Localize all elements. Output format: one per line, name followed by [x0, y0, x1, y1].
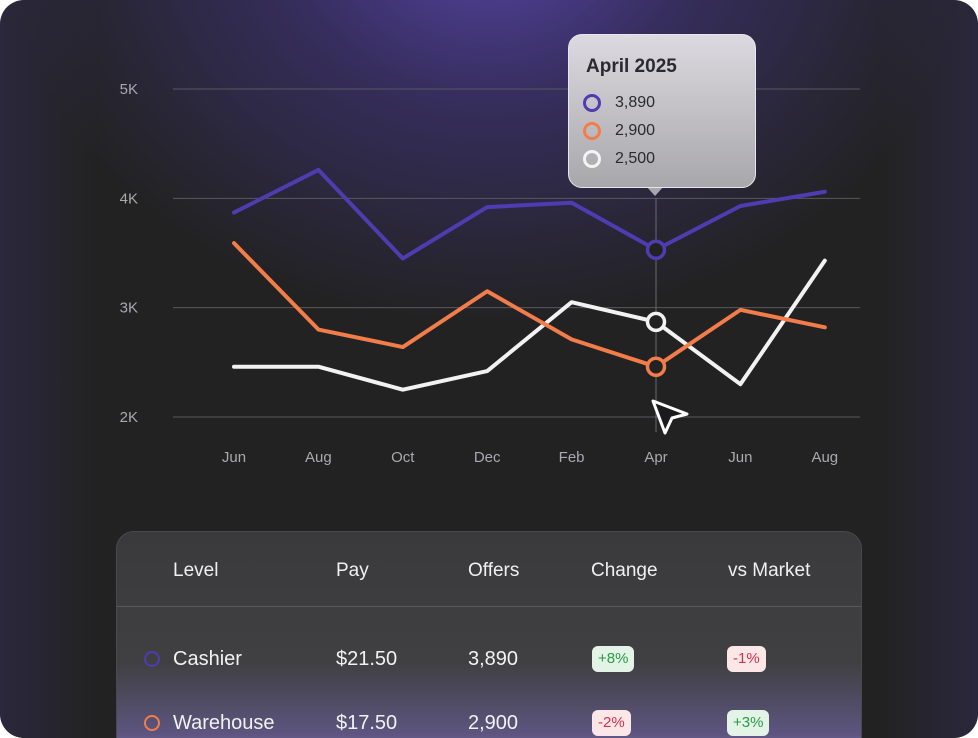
- highlight-point: [645, 356, 667, 377]
- change-badge: -2%: [592, 710, 631, 736]
- y-tick-label: 5K: [120, 81, 138, 98]
- x-tick-label: Oct: [391, 449, 415, 466]
- x-tick-label: Aug: [305, 449, 332, 466]
- column-header-pay[interactable]: Pay: [336, 560, 369, 581]
- tooltip-title: April 2025: [586, 56, 677, 77]
- tooltip-row-warehouse: 2,900: [583, 120, 655, 142]
- tooltip-pointer: [646, 186, 664, 196]
- x-tick-label: Aug: [811, 449, 838, 466]
- column-header-change[interactable]: Change: [591, 560, 658, 581]
- series-line-cashier: [232, 167, 827, 261]
- header-divider: [117, 606, 861, 607]
- mouse-pointer-icon: [651, 399, 689, 435]
- y-tick-label: 2K: [120, 409, 138, 426]
- x-tick-label: Feb: [559, 449, 585, 466]
- column-header-level[interactable]: Level: [173, 560, 219, 581]
- offers-cell: 2,900: [468, 712, 519, 734]
- chart-tooltip: April 2025 3,890 2,900 2,500: [568, 34, 756, 188]
- tooltip-row-cashier: 3,890: [583, 92, 655, 114]
- level-cell: Cashier: [173, 648, 242, 670]
- x-tick-label: Dec: [474, 449, 501, 466]
- x-tick-label: Jun: [728, 449, 752, 466]
- y-tick-label: 3K: [120, 300, 138, 317]
- column-header-vs-market[interactable]: vs Market: [728, 560, 811, 581]
- pay-cell: $21.50: [336, 648, 398, 670]
- series-marker-icon: [144, 651, 160, 667]
- line-chart[interactable]: 2K 3K 4K 5K Jun Aug Oct Dec Feb Apr Jun Aug: [0, 0, 978, 520]
- x-tick-label: Apr: [644, 449, 667, 466]
- level-cell: Warehouse: [173, 712, 275, 734]
- market-badge: +3%: [727, 710, 770, 736]
- x-tick-label: Jun: [222, 449, 246, 466]
- series-marker-icon: [144, 715, 160, 731]
- series-marker-icon: [583, 94, 601, 112]
- salary-table: Level Pay Offers Change vs Market Cashie…: [116, 531, 862, 738]
- offers-cell: 3,890: [468, 648, 519, 670]
- change-badge: +8%: [592, 646, 635, 672]
- column-header-offers[interactable]: Offers: [468, 560, 520, 581]
- tooltip-value: 2,900: [615, 122, 656, 139]
- pay-cell: $17.50: [336, 712, 398, 734]
- y-tick-label: 4K: [120, 190, 138, 207]
- series-marker-icon: [583, 150, 601, 168]
- highlight-point: [645, 311, 667, 333]
- tooltip-row-third: 2,500: [583, 148, 655, 170]
- market-badge: -1%: [727, 646, 766, 672]
- series-line-warehouse: [232, 241, 827, 369]
- series-line-third: [232, 258, 827, 392]
- highlight-point: [645, 239, 667, 260]
- series-marker-icon: [583, 122, 601, 140]
- tooltip-value: 3,890: [615, 94, 656, 111]
- tooltip-value: 2,500: [615, 150, 656, 167]
